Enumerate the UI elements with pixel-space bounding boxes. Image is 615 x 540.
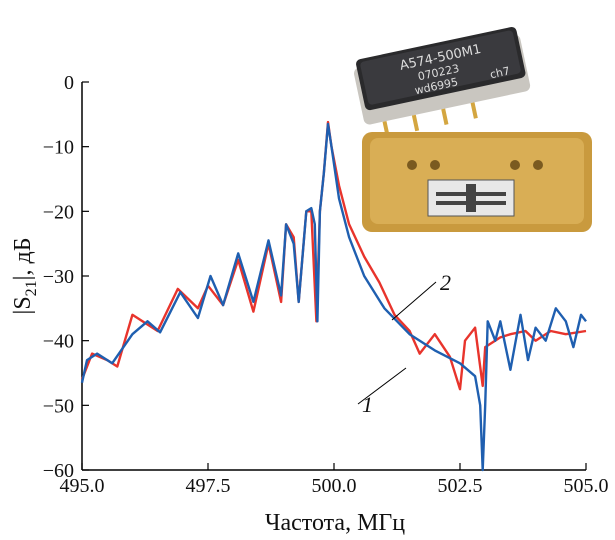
y-tick-label: −50 bbox=[43, 395, 74, 417]
x-tick-label: 502.5 bbox=[438, 475, 483, 497]
photo-text: ch7 bbox=[489, 64, 511, 81]
y-label-part: |S bbox=[10, 296, 36, 314]
y-tick-label: −10 bbox=[43, 137, 74, 159]
device-photo: A574-500M1 070223 wd6995 ch7 bbox=[353, 27, 592, 232]
y-tick-label: −30 bbox=[43, 266, 74, 288]
x-tick-label: 497.5 bbox=[186, 475, 231, 497]
y-tick-label: 0 bbox=[64, 72, 74, 94]
x-tick-label: 505.0 bbox=[564, 475, 609, 497]
leader-line bbox=[357, 367, 407, 405]
x-tick-label: 495.0 bbox=[60, 475, 105, 497]
y-tick-label: −40 bbox=[43, 331, 74, 353]
y-tick-label: −60 bbox=[43, 460, 74, 482]
series-line bbox=[80, 122, 587, 472]
curve-label: 1 bbox=[362, 392, 373, 417]
x-axis-label: Частота, МГц bbox=[265, 510, 405, 536]
curve-label: 2 bbox=[440, 270, 451, 295]
y-tick-label: −20 bbox=[43, 201, 74, 223]
y-label-part: |, дБ bbox=[10, 238, 36, 281]
y-axis-label: |S21|, дБ bbox=[10, 238, 40, 315]
x-tick-label: 500.0 bbox=[312, 475, 357, 497]
y-label-sub: 21 bbox=[23, 280, 40, 296]
leader-line bbox=[391, 281, 437, 321]
